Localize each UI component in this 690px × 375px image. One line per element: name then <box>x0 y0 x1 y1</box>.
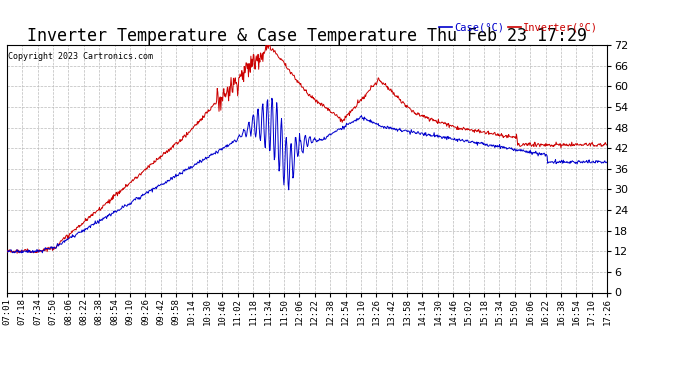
Text: Copyright 2023 Cartronics.com: Copyright 2023 Cartronics.com <box>8 53 153 62</box>
Legend: Case(°C), Inverter(°C): Case(°C), Inverter(°C) <box>435 18 602 36</box>
Title: Inverter Temperature & Case Temperature Thu Feb 23 17:29: Inverter Temperature & Case Temperature … <box>27 27 587 45</box>
